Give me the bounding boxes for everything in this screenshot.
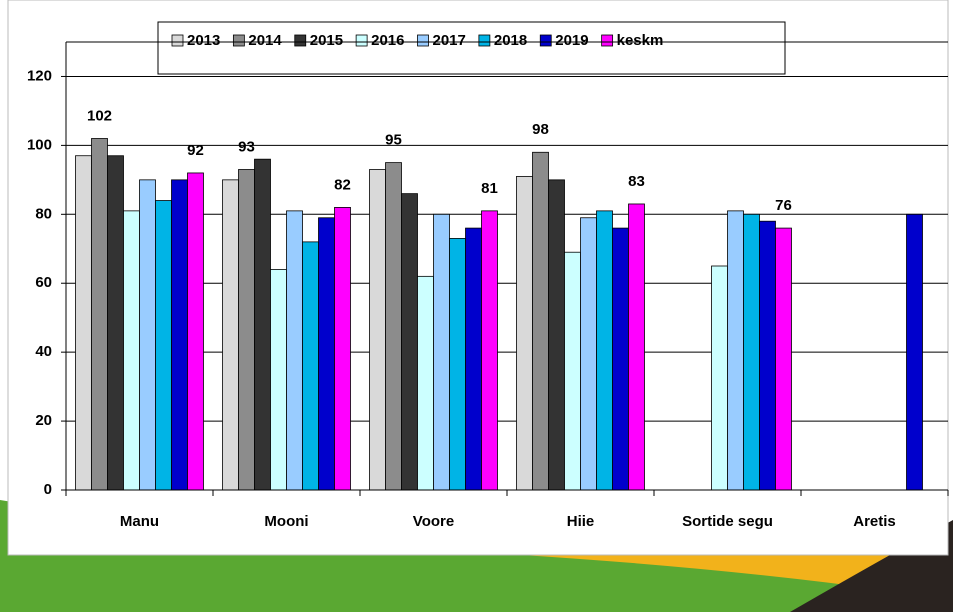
data-label: 95 xyxy=(385,132,402,149)
bar xyxy=(334,207,351,491)
legend: 2013 2014 2015 2016 2017 2018 2019 keskm xyxy=(157,21,786,75)
data-label: 102 xyxy=(87,107,112,124)
data-label: 92 xyxy=(187,142,204,159)
bar xyxy=(727,210,744,491)
bar xyxy=(270,269,287,491)
x-tick-label: Manu xyxy=(120,513,159,530)
legend-label: 2018 xyxy=(494,32,527,49)
bar xyxy=(580,217,597,491)
bar xyxy=(711,265,728,491)
bar xyxy=(612,227,629,491)
bar xyxy=(548,179,565,491)
bar xyxy=(516,175,533,491)
bar xyxy=(155,200,172,491)
legend-label: 2017 xyxy=(433,32,466,49)
bar xyxy=(385,162,402,491)
x-tick-label: Sortide segu xyxy=(682,513,773,530)
y-tick-label: 40 xyxy=(35,343,52,360)
legend-label: 2019 xyxy=(555,32,588,49)
legend-label: 2013 xyxy=(187,32,220,49)
data-label: 93 xyxy=(238,138,255,155)
legend-swatch xyxy=(294,34,307,47)
data-label: 76 xyxy=(775,197,792,214)
bar xyxy=(775,227,792,491)
data-label: 98 xyxy=(532,121,549,138)
legend-swatch xyxy=(539,34,552,47)
legend-swatch xyxy=(417,34,429,47)
x-tick-label: Mooni xyxy=(264,513,308,530)
legend-label: 2014 xyxy=(248,32,282,49)
bar xyxy=(465,227,482,491)
bar xyxy=(139,179,156,491)
bar xyxy=(743,213,760,491)
x-tick-label: Hiie xyxy=(567,513,595,530)
bar xyxy=(532,151,549,491)
bar xyxy=(286,210,303,491)
data-label: 81 xyxy=(481,180,498,197)
y-tick-label: 20 xyxy=(35,412,52,429)
bar xyxy=(906,213,923,491)
bar xyxy=(91,138,108,491)
bar xyxy=(75,155,92,491)
y-tick-label: 0 xyxy=(44,481,52,498)
legend-swatch xyxy=(601,34,614,47)
legend-label: 2015 xyxy=(310,32,343,49)
legend-swatch xyxy=(478,34,491,47)
legend-label: 2016 xyxy=(371,32,404,49)
y-tick-label: 100 xyxy=(27,136,52,153)
legend-swatch xyxy=(232,34,245,47)
bar xyxy=(222,179,239,491)
bar xyxy=(628,203,645,491)
legend-label: keskm xyxy=(617,32,664,49)
y-tick-label: 120 xyxy=(27,67,52,84)
data-label: 82 xyxy=(334,176,351,193)
bar xyxy=(302,241,319,491)
legend-swatch xyxy=(171,34,184,47)
bar xyxy=(596,210,613,491)
bar xyxy=(107,155,124,491)
y-tick-label: 60 xyxy=(35,274,52,291)
bar xyxy=(318,217,335,491)
bar xyxy=(449,238,466,491)
bar xyxy=(481,210,498,491)
bar xyxy=(759,220,776,491)
bar xyxy=(433,213,450,491)
legend-swatch xyxy=(355,34,368,47)
y-tick-label: 80 xyxy=(35,205,52,222)
bar xyxy=(171,179,188,491)
bar xyxy=(254,158,271,491)
bar xyxy=(564,251,581,491)
bar xyxy=(123,210,140,491)
bar xyxy=(238,169,255,491)
data-label: 83 xyxy=(628,173,645,190)
bar xyxy=(401,193,418,491)
x-tick-label: Voore xyxy=(413,513,454,530)
bar xyxy=(187,172,204,491)
bar xyxy=(369,169,386,491)
x-tick-label: Aretis xyxy=(853,513,896,530)
bar xyxy=(417,275,434,491)
